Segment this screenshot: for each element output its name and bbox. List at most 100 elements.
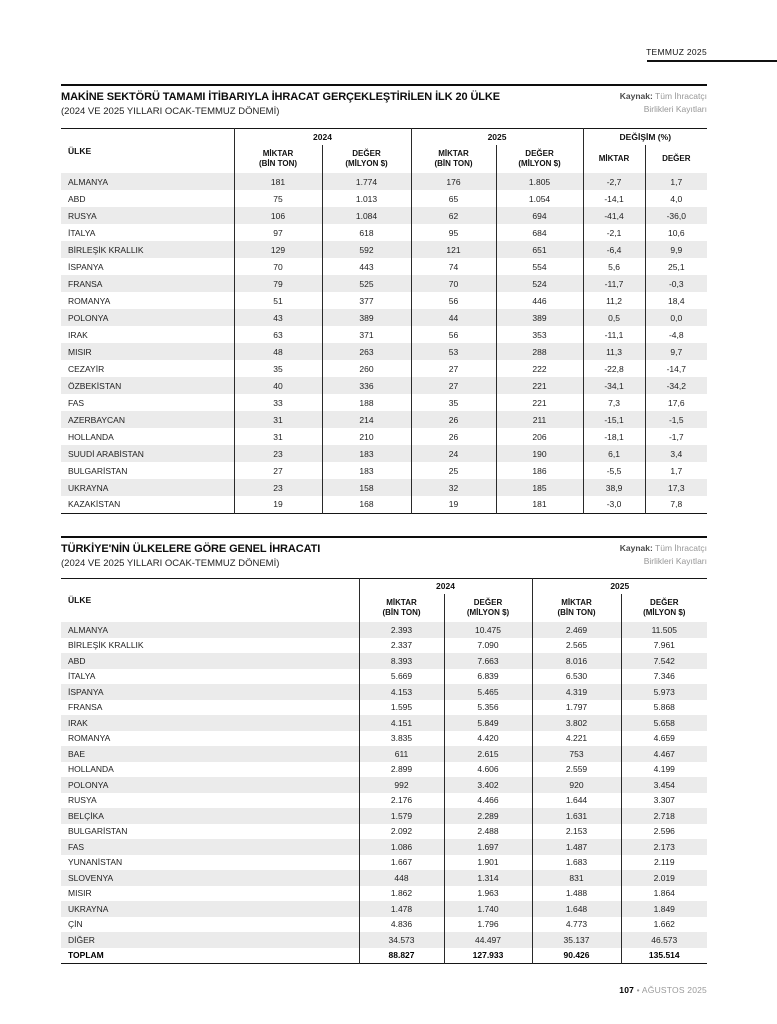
- footer-issue: AĞUSTOS 2025: [641, 985, 707, 995]
- value-cell: 2.596: [620, 823, 708, 839]
- column-header: MİKTAR (BİN TON): [531, 594, 622, 622]
- value-cell: 2.718: [620, 808, 708, 824]
- column-group-header: 2024: [358, 578, 533, 594]
- value-cell: -41,4: [582, 207, 646, 224]
- value-cell: -14,1: [582, 190, 646, 207]
- table-row: YUNANİSTAN 1.667 1.901 1.683 2.119: [61, 854, 708, 870]
- table-row: IRAK 63 371 56 353 -11,1 -4,8: [61, 326, 708, 343]
- section-general-exports: TÜRKİYE'NİN ÜLKELERE GÖRE GENEL İHRACATI…: [61, 536, 708, 964]
- value-cell: 1.487: [531, 839, 622, 855]
- column-group-header: 2024: [233, 128, 412, 145]
- value-cell: 70: [410, 275, 497, 292]
- value-cell: -18,1: [582, 428, 646, 445]
- value-cell: 24: [410, 445, 497, 462]
- value-cell: 3.802: [531, 715, 622, 731]
- value-cell: -36,0: [644, 207, 708, 224]
- value-cell: -5,5: [582, 462, 646, 479]
- country-cell: HOLLANDA: [68, 431, 114, 442]
- value-cell: -0,3: [644, 275, 708, 292]
- value-cell: 651: [495, 241, 584, 258]
- country-cell: ROMANYA: [68, 295, 111, 306]
- table-row: TOPLAM 88.827 127.933 90.426 135.514: [61, 947, 708, 963]
- value-cell: 5.669: [358, 668, 444, 684]
- value-cell: 1.054: [495, 190, 584, 207]
- value-cell: 25: [410, 462, 497, 479]
- table-row: ROMANYA 3.835 4.420 4.221 4.659: [61, 730, 708, 746]
- table-row: POLONYA 43 389 44 389 0,5 0,0: [61, 309, 708, 326]
- value-cell: -3,0: [582, 496, 646, 513]
- country-cell: BAE: [68, 748, 86, 759]
- value-cell: 181: [233, 173, 322, 190]
- value-cell: 5.849: [443, 715, 533, 731]
- value-cell: 2.565: [531, 637, 622, 653]
- value-cell: 1.697: [443, 839, 533, 855]
- table-row: BELÇİKA 1.579 2.289 1.631 2.718: [61, 808, 708, 824]
- value-cell: -6,4: [582, 241, 646, 258]
- section-header: MAKİNE SEKTÖRÜ TAMAMI İTİBARIYLA İHRACAT…: [61, 86, 707, 128]
- general-exports-table: ÜLKE 2024 2025 MİKTAR (BİN TON) DEĞER (MİLYON …: [61, 578, 708, 964]
- value-cell: 23: [233, 479, 322, 496]
- value-cell: 353: [495, 326, 584, 343]
- country-cell: IRAK: [68, 329, 88, 340]
- value-cell: 7.663: [443, 653, 533, 669]
- value-cell: 1.314: [443, 870, 533, 886]
- value-cell: 371: [321, 326, 412, 343]
- value-cell: 211: [495, 411, 584, 428]
- value-cell: -2,1: [582, 224, 646, 241]
- value-cell: 7.346: [620, 668, 708, 684]
- page-header-date: TEMMUZ 2025: [646, 47, 707, 57]
- source-note: Kaynak: Tüm İhracatçı Birlikleri Kayıtla…: [620, 542, 707, 568]
- value-cell: 11,3: [582, 343, 646, 360]
- value-cell: 2.337: [358, 637, 444, 653]
- country-cell: MISIR: [68, 346, 92, 357]
- table-row: ÖZBEKİSTAN 40 336 27 221 -34,1 -34,2: [61, 377, 708, 394]
- value-cell: 210: [321, 428, 412, 445]
- value-cell: 25,1: [644, 258, 708, 275]
- value-cell: 377: [321, 292, 412, 309]
- value-cell: 1.644: [531, 792, 622, 808]
- value-cell: 1.862: [358, 885, 444, 901]
- country-cell: TOPLAM: [68, 950, 104, 960]
- value-cell: 56: [410, 326, 497, 343]
- value-cell: 95: [410, 224, 497, 241]
- value-cell: 75: [233, 190, 322, 207]
- value-cell: 288: [495, 343, 584, 360]
- value-cell: -14,7: [644, 360, 708, 377]
- table-row: DİĞER 34.573 44.497 35.137 46.573: [61, 932, 708, 948]
- value-cell: -34,2: [644, 377, 708, 394]
- header-rule: [647, 60, 777, 62]
- value-cell: 181: [495, 496, 584, 513]
- country-cell: İTALYA: [68, 227, 96, 238]
- value-cell: 3.402: [443, 777, 533, 793]
- value-cell: 1.086: [358, 839, 444, 855]
- value-cell: 4.151: [358, 715, 444, 731]
- table-row: ALMANYA 2.393 10.475 2.469 11.505: [61, 622, 708, 638]
- value-cell: 97: [233, 224, 322, 241]
- value-cell: 27: [233, 462, 322, 479]
- country-cell: POLONYA: [68, 312, 109, 323]
- table-row: POLONYA 992 3.402 920 3.454: [61, 777, 708, 793]
- value-cell: 5.658: [620, 715, 708, 731]
- value-cell: 684: [495, 224, 584, 241]
- value-cell: 190: [495, 445, 584, 462]
- column-header: DEĞER: [644, 145, 708, 173]
- country-cell: BİRLEŞİK KRALLIK: [68, 244, 144, 255]
- value-cell: 129: [233, 241, 322, 258]
- value-cell: 35: [233, 360, 322, 377]
- value-cell: 524: [495, 275, 584, 292]
- page-number: 107: [619, 985, 635, 995]
- value-cell: 5,6: [582, 258, 646, 275]
- value-cell: 56: [410, 292, 497, 309]
- table-row: FAS 1.086 1.697 1.487 2.173: [61, 839, 708, 855]
- country-cell: ABD: [68, 655, 86, 666]
- value-cell: 554: [495, 258, 584, 275]
- value-cell: 214: [321, 411, 412, 428]
- value-cell: 1.864: [620, 885, 708, 901]
- value-cell: 2.559: [531, 761, 622, 777]
- table-row: HOLLANDA 2.899 4.606 2.559 4.199: [61, 761, 708, 777]
- value-cell: 51: [233, 292, 322, 309]
- value-cell: 121: [410, 241, 497, 258]
- value-cell: 9,7: [644, 343, 708, 360]
- value-cell: 4.319: [531, 684, 622, 700]
- value-cell: 920: [531, 777, 622, 793]
